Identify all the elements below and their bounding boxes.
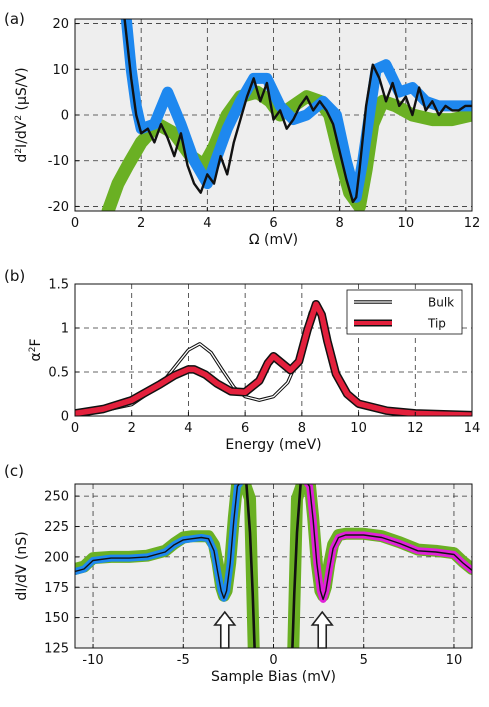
x-tick-label: 6 bbox=[269, 216, 277, 231]
y-tick-label: 225 bbox=[44, 520, 69, 535]
series-line-1 bbox=[101, 85, 472, 211]
x-tick-label: 4 bbox=[203, 216, 211, 231]
legend-label-tip: Tip bbox=[427, 317, 446, 331]
series-line-3 bbox=[123, 19, 472, 204]
panel-label: (a) bbox=[4, 10, 25, 28]
y-tick-label: 125 bbox=[44, 642, 69, 657]
y-axis-label: d2I/dV2 (μS/V) bbox=[14, 67, 30, 162]
x-tick-label: 14 bbox=[464, 421, 481, 436]
y-tick-label: 250 bbox=[44, 490, 69, 505]
x-tick-label: -5 bbox=[177, 653, 190, 668]
x-tick-label: 10 bbox=[398, 216, 415, 231]
annotation-arrow-1 bbox=[213, 610, 237, 649]
y-tick-label: 20 bbox=[52, 17, 69, 32]
x-tick-label: 12 bbox=[464, 216, 481, 231]
x-tick-label: 0 bbox=[71, 216, 79, 231]
x-tick-label: -10 bbox=[82, 653, 103, 668]
y-tick-label: 0.5 bbox=[48, 366, 69, 381]
x-tick-label: 10 bbox=[446, 653, 463, 668]
series-line-7 bbox=[291, 484, 302, 648]
y-tick-label: 150 bbox=[44, 611, 69, 626]
y-tick-label: 175 bbox=[44, 581, 69, 596]
y-tick-label: 1 bbox=[61, 322, 69, 337]
series-line-tip bbox=[75, 301, 472, 416]
series-line-8 bbox=[306, 484, 472, 601]
y-tick-label: 0 bbox=[61, 410, 69, 425]
series-line-5 bbox=[75, 484, 241, 599]
x-tick-label: 4 bbox=[184, 421, 192, 436]
y-axis-label: dI/dV (nS) bbox=[14, 531, 30, 600]
x-tick-label: 5 bbox=[360, 653, 368, 668]
x-axis-label: Energy (meV) bbox=[225, 437, 321, 453]
series-line-6 bbox=[245, 484, 256, 648]
panel-label: (b) bbox=[4, 267, 25, 285]
y-tick-label: 10 bbox=[52, 63, 69, 78]
legend-label-bulk: Bulk bbox=[428, 296, 454, 310]
chart-panel-2: 0 2 4 6 8 10 12 14 0 0.5 1 1.5 Energy (meV) α2F (b) Bul… bbox=[4, 267, 480, 453]
y-tick-label: -10 bbox=[48, 154, 69, 169]
series-group bbox=[101, 19, 472, 211]
x-tick-label: 2 bbox=[137, 216, 145, 231]
x-tick-label: 10 bbox=[350, 421, 367, 436]
y-tick-label: 1.5 bbox=[48, 278, 69, 293]
y-tick-label: -20 bbox=[48, 200, 69, 215]
legend: Bulk Tip bbox=[346, 289, 463, 335]
plot-frame bbox=[74, 283, 473, 417]
x-tick-label: 2 bbox=[128, 421, 136, 436]
y-tick-label: 0 bbox=[61, 109, 69, 124]
x-axis-label: Ω (mV) bbox=[249, 232, 298, 248]
series-group bbox=[75, 484, 472, 648]
series-group bbox=[75, 299, 472, 416]
panel-label: (c) bbox=[4, 462, 24, 480]
x-tick-label: 0 bbox=[269, 653, 277, 668]
x-tick-label: 0 bbox=[71, 421, 79, 436]
x-tick-label: 8 bbox=[336, 216, 344, 231]
x-tick-label: 12 bbox=[407, 421, 424, 436]
annotation-arrow-2 bbox=[310, 610, 334, 649]
x-axis-label: Sample Bias (mV) bbox=[211, 669, 336, 685]
x-tick-label: 8 bbox=[298, 421, 306, 436]
x-tick-label: 6 bbox=[241, 421, 249, 436]
y-axis-label: α2F bbox=[28, 338, 44, 361]
chart-panel-1: 0 2 4 6 8 10 12 -20 -10 0 10 20 Ω (mV) d2I/dV2 (μS/V)… bbox=[4, 10, 480, 248]
y-tick-label: 200 bbox=[44, 550, 69, 565]
legend-box bbox=[346, 289, 463, 335]
chart-panel-3: -10 -5 0 5 10 125 150 175 200 225 250 Sample Bias (… bbox=[4, 462, 473, 685]
